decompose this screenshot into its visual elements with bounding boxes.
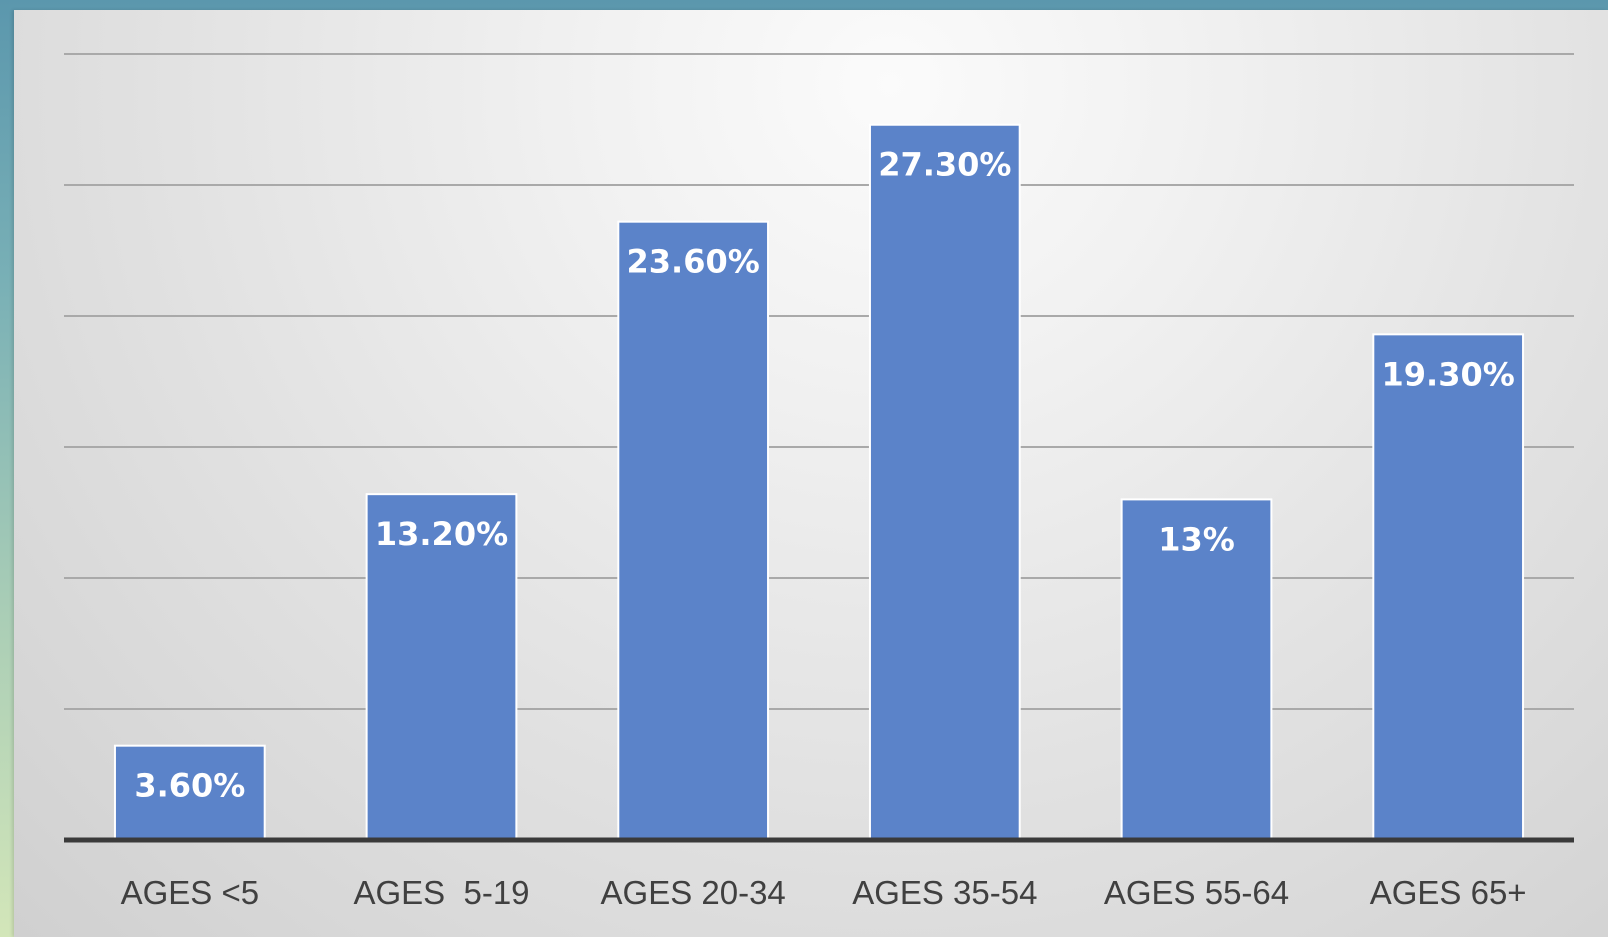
bars (113, 123, 1525, 842)
chart-panel (14, 10, 1608, 937)
bar (868, 123, 1021, 842)
x-tick-label: AGES 5-19 (353, 874, 529, 911)
data-label: 13.20% (375, 515, 508, 553)
data-label: 3.60% (134, 767, 245, 805)
data-label: 23.60% (627, 243, 760, 281)
bar (113, 744, 266, 841)
data-label: 19.30% (1382, 355, 1515, 393)
x-axis-tick-labels: AGES <5 AGES 5-19 AGES 20-34 AGES 35-54 AGES… (121, 874, 1527, 911)
x-tick-label: AGES <5 (121, 874, 260, 911)
bar (1372, 333, 1525, 841)
gridlines (64, 53, 1574, 710)
x-tick-label: AGES 20-34 (601, 874, 786, 911)
x-tick-label: AGES 65+ (1370, 874, 1527, 911)
data-labels: 3.60% 13.20% 23.60% 27.30% 13% 19.30% (134, 146, 1514, 805)
data-label: 27.30% (878, 146, 1011, 184)
x-tick-label: AGES 35-54 (852, 874, 1037, 911)
data-label: 13% (1158, 520, 1235, 558)
bar (617, 220, 770, 841)
x-tick-label: AGES 55-64 (1104, 874, 1289, 911)
